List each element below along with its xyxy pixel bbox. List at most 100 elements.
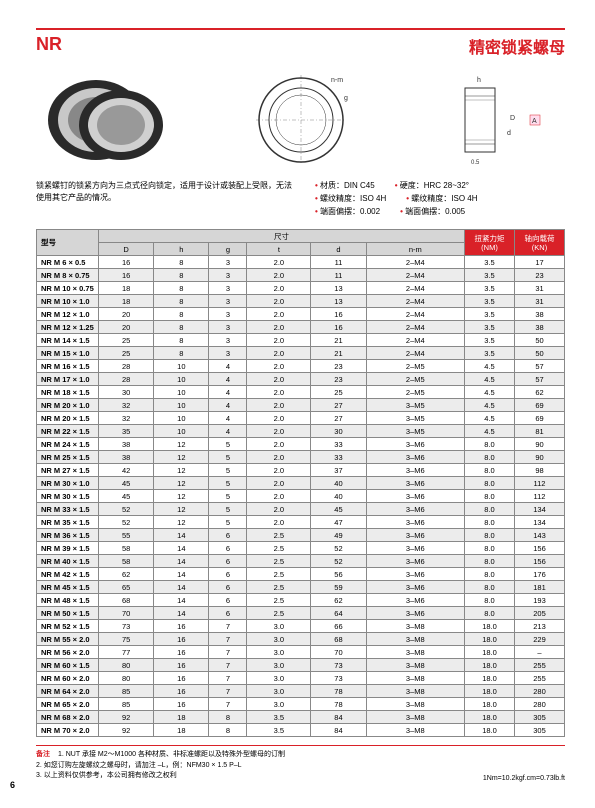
data-cell: 25	[99, 347, 154, 360]
data-cell: 8.0	[465, 542, 515, 555]
data-cell: 18	[154, 724, 209, 737]
data-cell: 3–M6	[366, 607, 464, 620]
data-cell: 16	[154, 659, 209, 672]
data-cell: 2.0	[247, 334, 311, 347]
table-row: NR M 33 × 1.5521252.0453–M68.0134	[37, 503, 565, 516]
data-cell: 31	[515, 282, 565, 295]
data-cell: 73	[311, 672, 366, 685]
data-cell: 2.0	[247, 425, 311, 438]
table-row: NR M 24 × 1.5381252.0333–M68.090	[37, 438, 565, 451]
data-cell: 3.0	[247, 633, 311, 646]
data-cell: 3–M6	[366, 477, 464, 490]
data-cell: 2.5	[247, 555, 311, 568]
data-cell: 8	[154, 334, 209, 347]
model-cell: NR M 50 × 1.5	[37, 607, 99, 620]
data-cell: 3	[209, 295, 247, 308]
th-dim-col: h	[154, 243, 209, 256]
data-cell: 10	[154, 360, 209, 373]
data-cell: 62	[99, 568, 154, 581]
model-cell: NR M 36 × 1.5	[37, 529, 99, 542]
data-cell: 3.0	[247, 672, 311, 685]
data-cell: 229	[515, 633, 565, 646]
data-cell: 2.0	[247, 347, 311, 360]
model-cell: NR M 17 × 1.0	[37, 373, 99, 386]
data-cell: 2.0	[247, 399, 311, 412]
table-row: NR M 52 × 1.5731673.0663–M818.0213	[37, 620, 565, 633]
data-cell: 62	[311, 594, 366, 607]
data-cell: 4	[209, 360, 247, 373]
data-cell: 49	[311, 529, 366, 542]
note-line: 2. 如您订购左旋螺纹之螺母时，请加注 –L，例：NFM30 × 1.5 P–L	[36, 762, 242, 769]
header: NR 精密锁紧螺母	[36, 28, 565, 58]
data-cell: 10	[154, 425, 209, 438]
data-cell: 23	[515, 269, 565, 282]
data-cell: 2.0	[247, 477, 311, 490]
model-cell: NR M 30 × 1.0	[37, 477, 99, 490]
data-cell: 3–M8	[366, 711, 464, 724]
data-cell: 38	[99, 451, 154, 464]
data-cell: 3–M6	[366, 555, 464, 568]
data-cell: 59	[311, 581, 366, 594]
data-cell: 23	[311, 373, 366, 386]
data-cell: 2.0	[247, 386, 311, 399]
data-cell: 205	[515, 607, 565, 620]
data-cell: 40	[311, 490, 366, 503]
data-cell: 4.5	[465, 399, 515, 412]
data-cell: 12	[154, 451, 209, 464]
data-cell: 3–M5	[366, 425, 464, 438]
data-cell: 57	[515, 360, 565, 373]
table-row: NR M 20 × 1.5321042.0273–M54.569	[37, 412, 565, 425]
model-cell: NR M 65 × 2.0	[37, 698, 99, 711]
data-cell: 3	[209, 282, 247, 295]
model-cell: NR M 52 × 1.5	[37, 620, 99, 633]
table-row: NR M 42 × 1.5621462.5563–M68.0176	[37, 568, 565, 581]
data-cell: 69	[515, 412, 565, 425]
data-cell: 2.5	[247, 607, 311, 620]
model-cell: NR M 30 × 1.5	[37, 490, 99, 503]
th-dims: 尺寸	[99, 230, 465, 243]
data-cell: 7	[209, 659, 247, 672]
data-cell: 70	[311, 646, 366, 659]
data-cell: 2.0	[247, 438, 311, 451]
data-cell: 6	[209, 555, 247, 568]
data-cell: 3–M5	[366, 399, 464, 412]
data-cell: 2.0	[247, 269, 311, 282]
data-cell: 31	[515, 295, 565, 308]
table-row: NR M 39 × 1.5581462.5523–M68.0156	[37, 542, 565, 555]
data-cell: 4	[209, 412, 247, 425]
data-cell: 2–M4	[366, 308, 464, 321]
svg-text:A: A	[532, 118, 537, 125]
data-cell: 156	[515, 555, 565, 568]
spec-item: 硬度：HRC 28~32°	[395, 180, 469, 191]
table-row: NR M 60 × 1.5801673.0733–M818.0255	[37, 659, 565, 672]
model-cell: NR M 64 × 2.0	[37, 685, 99, 698]
data-cell: 14	[154, 581, 209, 594]
data-cell: 3.0	[247, 620, 311, 633]
data-cell: 4	[209, 386, 247, 399]
table-row: NR M 12 × 1.2520832.0162–M43.538	[37, 321, 565, 334]
data-cell: 16	[154, 685, 209, 698]
data-cell: 3.5	[465, 269, 515, 282]
data-cell: 3.0	[247, 698, 311, 711]
data-cell: 7	[209, 646, 247, 659]
data-cell: 3–M8	[366, 659, 464, 672]
table-row: NR M 27 × 1.5421252.0373–M68.098	[37, 464, 565, 477]
data-cell: 3.5	[465, 321, 515, 334]
diagram-front: n-m g	[236, 70, 366, 170]
data-cell: 84	[311, 724, 366, 737]
data-cell: 112	[515, 477, 565, 490]
data-cell: 12	[154, 490, 209, 503]
table-row: NR M 48 × 1.5681462.5623–M68.0193	[37, 594, 565, 607]
data-cell: 27	[311, 412, 366, 425]
table-row: NR M 60 × 2.0801673.0733–M818.0255	[37, 672, 565, 685]
data-cell: 8.0	[465, 490, 515, 503]
data-cell: 3.0	[247, 659, 311, 672]
table-row: NR M 70 × 2.0921883.5843–M818.0305	[37, 724, 565, 737]
data-cell: 5	[209, 451, 247, 464]
data-cell: 3–M6	[366, 438, 464, 451]
data-cell: 78	[311, 698, 366, 711]
note-line: 3. 以上资料仅供参考，本公司拥有修改之权利	[36, 772, 177, 779]
data-cell: 3.5	[465, 295, 515, 308]
model-cell: NR M 6 × 0.5	[37, 256, 99, 269]
data-cell: 2.0	[247, 503, 311, 516]
